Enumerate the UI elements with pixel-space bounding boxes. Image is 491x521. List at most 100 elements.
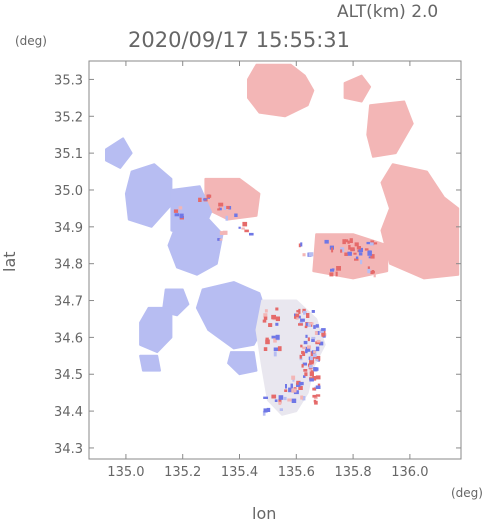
echo-region-approaching (227, 351, 258, 376)
speckle (178, 206, 183, 210)
speckle (268, 323, 273, 327)
speckle (312, 353, 317, 358)
speckle (206, 194, 212, 198)
y-tick-label: 35.1 (54, 147, 83, 162)
speckle (366, 241, 371, 245)
speckle (358, 252, 363, 256)
speckle (275, 316, 280, 322)
speckle (262, 410, 266, 416)
speckle (275, 334, 280, 340)
x-unit-label: (deg) (451, 486, 483, 500)
speckle (298, 381, 304, 386)
speckle (277, 346, 282, 352)
speckle (329, 272, 334, 277)
speckle (241, 227, 245, 230)
speckle (315, 341, 321, 345)
speckle (373, 273, 376, 278)
speckle (354, 242, 359, 247)
speckle (265, 339, 270, 345)
speckle (303, 369, 308, 372)
x-tick-label: 135.4 (221, 465, 258, 480)
speckle (263, 347, 268, 351)
speckle (173, 209, 179, 213)
speckle (302, 352, 306, 356)
speckle (298, 386, 303, 390)
speckle (215, 205, 219, 209)
altitude-label: ALT(km) 2.0 (337, 2, 438, 22)
speckle (313, 325, 316, 329)
speckle (249, 232, 254, 236)
x-tick-label: 135.0 (107, 465, 144, 480)
echo-region-receding (247, 63, 315, 118)
speckle (223, 206, 227, 210)
speckle (278, 401, 282, 405)
speckle (315, 356, 321, 361)
speckle (296, 382, 301, 387)
speckle (218, 238, 221, 241)
speckle (305, 346, 311, 352)
speckle (312, 376, 317, 381)
speckle (345, 239, 349, 243)
speckle (271, 394, 277, 399)
speckle (315, 385, 321, 389)
speckle (284, 389, 288, 392)
speckle (203, 198, 207, 201)
speckle (319, 329, 324, 333)
speckle (179, 213, 184, 219)
speckle (304, 325, 308, 329)
speckle (364, 248, 369, 251)
speckle (302, 253, 306, 257)
speckle (319, 341, 324, 346)
speckle (218, 202, 224, 207)
x-tick-label: 136.0 (391, 465, 428, 480)
speckle (309, 378, 314, 382)
speckle (360, 259, 363, 265)
speckle (310, 370, 314, 375)
echo-region-receding (380, 163, 460, 280)
speckle (349, 238, 353, 243)
y-tick-label: 35.2 (54, 110, 83, 125)
speckle-layer (173, 194, 378, 416)
speckle (271, 314, 276, 320)
speckle (370, 270, 375, 274)
x-tick-label: 135.8 (334, 465, 371, 480)
speckle (310, 351, 315, 356)
speckle (304, 372, 308, 377)
speckle (315, 346, 320, 352)
speckle (315, 359, 319, 362)
speckle (350, 247, 355, 252)
echo-region-receding (343, 74, 372, 103)
speckle (232, 210, 237, 215)
speckle (307, 337, 310, 342)
speckle (315, 375, 321, 380)
speckle (305, 334, 308, 338)
axis-ticks: 135.0 135.2 135.4 135.6 135.8 136.0 34.3 34.4 34… (54, 61, 461, 480)
speckle (273, 347, 279, 351)
echo-region-approaching (105, 137, 133, 169)
speckle (278, 395, 284, 400)
speckle (294, 316, 297, 319)
speckle (347, 252, 352, 256)
y-axis-label: lat (0, 251, 19, 272)
speckle (335, 271, 338, 277)
y-tick-label: 34.3 (54, 442, 83, 457)
y-tick-label: 34.8 (54, 258, 83, 273)
speckle (315, 324, 319, 328)
speckle (367, 268, 371, 274)
speckle (314, 367, 319, 371)
speckle (275, 307, 279, 311)
speckle (348, 244, 351, 250)
speckle (301, 364, 304, 368)
speckle (369, 242, 374, 246)
speckle (263, 396, 268, 399)
speckle (309, 364, 313, 369)
echo-layer (105, 63, 460, 416)
speckle (302, 346, 306, 350)
speckle (347, 240, 350, 244)
speckle (298, 243, 301, 248)
speckle (234, 213, 238, 217)
speckle (222, 230, 228, 235)
speckle (288, 387, 293, 393)
speckle (305, 349, 308, 354)
